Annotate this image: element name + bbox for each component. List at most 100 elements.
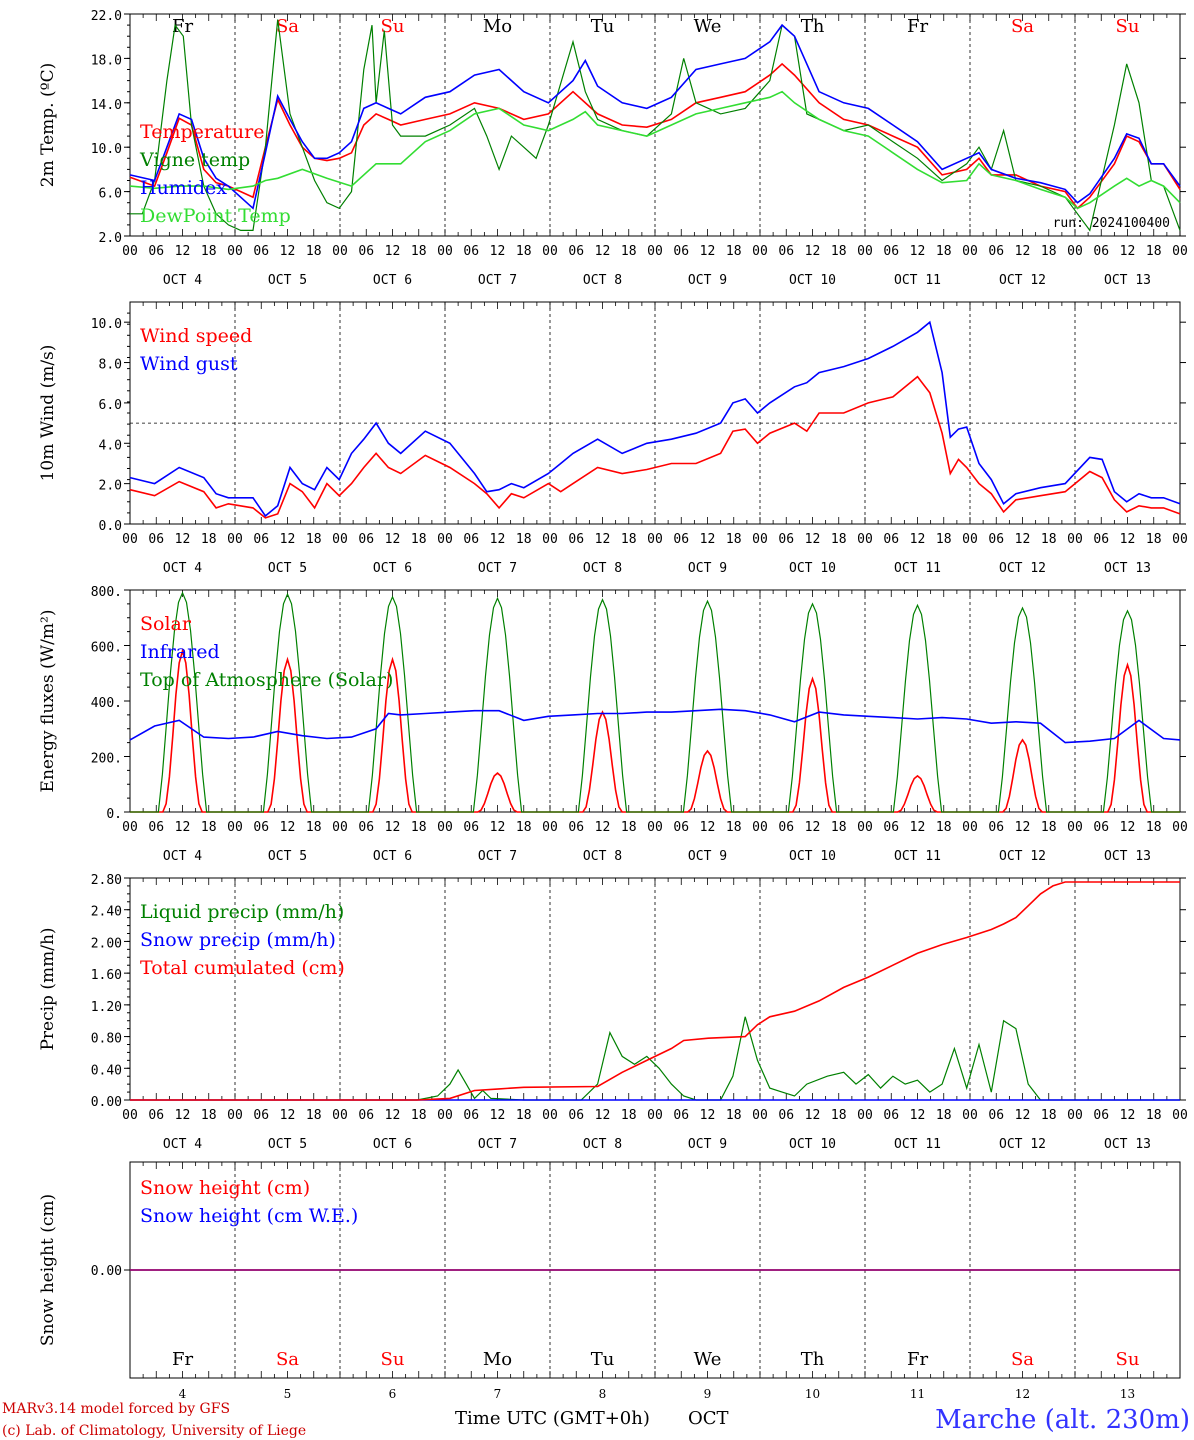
hour-label: 18 (621, 532, 637, 547)
series-humidex (129, 23, 1181, 210)
day-name: Mo (483, 1349, 512, 1370)
hour-label: 12 (385, 1108, 401, 1123)
hour-label: 12 (490, 1108, 506, 1123)
hour-label: 06 (358, 244, 374, 259)
hour-label: 12 (1015, 1108, 1031, 1123)
hour-label: 18 (1146, 244, 1162, 259)
date-label: OCT 10 (789, 273, 836, 288)
hour-label: 12 (700, 1108, 716, 1123)
day-name: Sa (1011, 1349, 1034, 1370)
hour-label: 00 (752, 244, 768, 259)
hour-label: 18 (516, 244, 532, 259)
y-tick-label: 200. (91, 752, 122, 767)
hour-label: 12 (595, 820, 611, 835)
hour-label: 00 (542, 1108, 558, 1123)
hour-label: 12 (595, 244, 611, 259)
hour-label: 06 (778, 532, 794, 547)
day-name: Fr (907, 16, 928, 37)
hour-label: 18 (1146, 532, 1162, 547)
day-name: Fr (172, 1349, 193, 1370)
day-number: 6 (389, 1387, 397, 1401)
date-label: OCT 5 (268, 561, 307, 576)
y-tick-label: 2.00 (91, 936, 122, 951)
hour-label: 06 (1093, 820, 1109, 835)
hour-label: 00 (647, 1108, 663, 1123)
hour-label: 06 (148, 1108, 164, 1123)
hour-label: 18 (1041, 244, 1057, 259)
hour-label: 18 (516, 1108, 532, 1123)
hour-label: 06 (253, 820, 269, 835)
day-name: Su (381, 1349, 405, 1370)
hour-label: 06 (883, 1108, 899, 1123)
y-axis-label: 10m Wind (m/s) (38, 345, 58, 482)
hour-label: 12 (175, 1108, 191, 1123)
hour-label: 06 (883, 820, 899, 835)
hour-label: 12 (910, 532, 926, 547)
hour-label: 06 (673, 1108, 689, 1123)
date-label: OCT 12 (999, 273, 1046, 288)
hour-label: 06 (253, 532, 269, 547)
date-label: OCT 6 (373, 849, 412, 864)
y-tick-label: 0.80 (91, 1032, 122, 1047)
day-number: 8 (599, 1387, 607, 1401)
hour-label: 06 (778, 244, 794, 259)
hour-label: 12 (700, 820, 716, 835)
hour-label: 06 (358, 1108, 374, 1123)
hour-label: 06 (673, 820, 689, 835)
hour-label: 00 (437, 532, 453, 547)
y-axis-label: 2m Temp. (ºC) (38, 63, 58, 188)
hour-label: 18 (201, 244, 217, 259)
hour-label: 12 (280, 1108, 296, 1123)
hour-label: 12 (910, 820, 926, 835)
hour-label: 18 (411, 244, 427, 259)
hour-label: 18 (516, 820, 532, 835)
panel-snow: 0.00 Snow height (cm) Fr Sa Su Mo Tu We Th Fr Sa Su… (38, 1161, 1181, 1401)
legend-entry: Snow height (cm) (140, 1177, 310, 1199)
date-label: OCT 11 (894, 1137, 941, 1152)
hour-label: 06 (1093, 244, 1109, 259)
hour-label: 00 (542, 820, 558, 835)
hour-label: 18 (411, 532, 427, 547)
day-name: Su (381, 16, 405, 37)
date-label: OCT 11 (894, 849, 941, 864)
hour-label: 00 (647, 532, 663, 547)
date-label: OCT 11 (894, 273, 941, 288)
hour-label: 00 (332, 820, 348, 835)
hour-label: 06 (148, 820, 164, 835)
legend-entry: DewPoint Temp (140, 205, 291, 227)
date-label: OCT 9 (688, 1137, 727, 1152)
day-number: 7 (494, 1387, 502, 1401)
hour-label: 12 (1120, 1108, 1136, 1123)
date-label: OCT 7 (478, 849, 517, 864)
day-name: Sa (276, 1349, 299, 1370)
hour-label: 12 (595, 1108, 611, 1123)
date-label: OCT 9 (688, 849, 727, 864)
hour-label: 12 (910, 1108, 926, 1123)
hour-label: 18 (1146, 1108, 1162, 1123)
xaxis-title: Time UTC (GMT+0h) (455, 1408, 650, 1429)
hour-label: 00 (332, 244, 348, 259)
credit-line-2: (c) Lab. of Climatology, University of L… (2, 1423, 306, 1439)
y-tick-label: 800. (91, 585, 122, 600)
legend-entry: Snow precip (mm/h) (140, 929, 336, 951)
series-infrared (129, 708, 1181, 744)
hour-label: 00 (1067, 820, 1083, 835)
date-label: OCT 10 (789, 561, 836, 576)
hour-label: 18 (306, 532, 322, 547)
hour-label: 18 (621, 1108, 637, 1123)
hour-label: 18 (831, 1108, 847, 1123)
hour-label: 12 (490, 532, 506, 547)
hour-label: 00 (1067, 244, 1083, 259)
hour-label: 00 (857, 820, 873, 835)
hour-label: 00 (962, 532, 978, 547)
hour-label: 12 (385, 820, 401, 835)
hour-label: 12 (280, 820, 296, 835)
hour-label: 06 (673, 532, 689, 547)
hour-label: 12 (595, 532, 611, 547)
y-tick-label: 8.0 (99, 358, 122, 373)
hour-label: 06 (358, 820, 374, 835)
day-name: Su (1116, 16, 1140, 37)
hour-label: 18 (726, 1108, 742, 1123)
y-tick-label: 4.0 (99, 438, 122, 453)
y-tick-label: 400. (91, 696, 122, 711)
